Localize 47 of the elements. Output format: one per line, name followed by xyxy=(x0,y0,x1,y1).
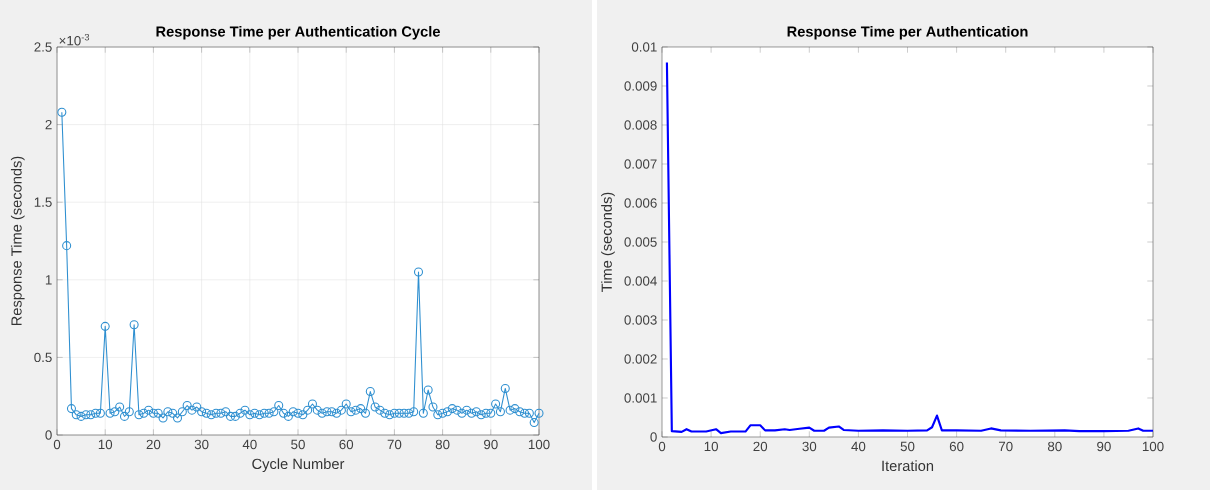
x-tick-label: 40 xyxy=(242,439,257,450)
x-tick-label: 30 xyxy=(194,439,209,450)
y-axis-title: Response Time (seconds) xyxy=(10,156,25,326)
y-tick-label: 0.004 xyxy=(624,276,657,286)
chart-title: Response Time per Authentication xyxy=(787,25,1028,40)
x-tick-label: 0 xyxy=(53,439,61,450)
x-tick-label: 90 xyxy=(1097,441,1111,452)
y-tick-label: 0.002 xyxy=(624,354,657,364)
text: ×10$^{-3}$ xyxy=(59,33,90,46)
y-axis-title: Time (seconds) xyxy=(601,192,615,292)
x-tick-label: 70 xyxy=(998,441,1013,452)
y-tick-label: 0 xyxy=(650,432,657,442)
x-tick-label: 50 xyxy=(291,439,305,450)
x-tick-label: 10 xyxy=(704,441,719,452)
x-tick-label: 30 xyxy=(802,441,817,452)
x-tick-label: 60 xyxy=(949,441,964,452)
x-tick-label: 40 xyxy=(851,441,866,452)
x-axis-title: Iteration xyxy=(882,460,934,472)
x-tick-label: 60 xyxy=(339,439,354,450)
x-tick-label: 50 xyxy=(900,441,915,452)
x-tick-label: 70 xyxy=(387,439,402,450)
y-tick-label: 1.5 xyxy=(34,197,52,207)
x-tick-label: 80 xyxy=(1047,441,1062,452)
y-tick-label: 0.001 xyxy=(624,393,657,403)
x-tick-label: 20 xyxy=(753,441,768,452)
x-tick-label: 10 xyxy=(98,439,113,450)
chart-title: Response Time per Authentication Cycle xyxy=(156,25,440,40)
line-series xyxy=(665,61,1155,435)
x-tick-label: 100 xyxy=(528,439,550,450)
x-tick-label: 90 xyxy=(484,439,498,450)
y-tick-label: 0.006 xyxy=(624,198,657,208)
y-tick-label: 0.5 xyxy=(34,352,52,363)
y-tick-label: 0.01 xyxy=(631,42,657,52)
y-tick-label: 0 xyxy=(45,430,52,440)
y-tick-label: 0.003 xyxy=(624,315,657,325)
y-tick-label: 0.008 xyxy=(624,120,657,130)
y-tick-label: 0.009 xyxy=(624,81,657,91)
y-tick-label: 2 xyxy=(45,119,52,130)
y-tick-label: 1 xyxy=(45,275,52,285)
y-tick-label: 2.5 xyxy=(34,42,52,52)
y-tick-label: 0.007 xyxy=(624,159,657,169)
y-tick-label: 0.005 xyxy=(624,237,657,247)
x-tick-label: 80 xyxy=(435,439,450,450)
x-axis-title: Cycle Number xyxy=(252,458,345,472)
x-tick-label: 20 xyxy=(146,439,161,450)
x-tick-label: 0 xyxy=(658,441,666,452)
x-tick-label: 100 xyxy=(1142,441,1164,452)
